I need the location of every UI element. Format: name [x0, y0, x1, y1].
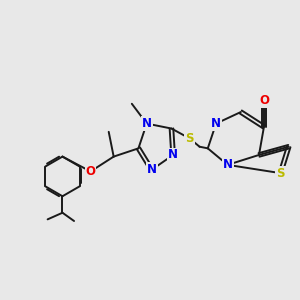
- Text: O: O: [259, 94, 269, 107]
- Text: N: N: [147, 163, 157, 176]
- Text: N: N: [168, 148, 178, 161]
- Text: N: N: [142, 117, 152, 130]
- Text: S: S: [276, 167, 285, 180]
- Text: N: N: [211, 117, 221, 130]
- Text: N: N: [223, 158, 232, 171]
- Text: O: O: [85, 165, 96, 178]
- Text: S: S: [185, 132, 194, 145]
